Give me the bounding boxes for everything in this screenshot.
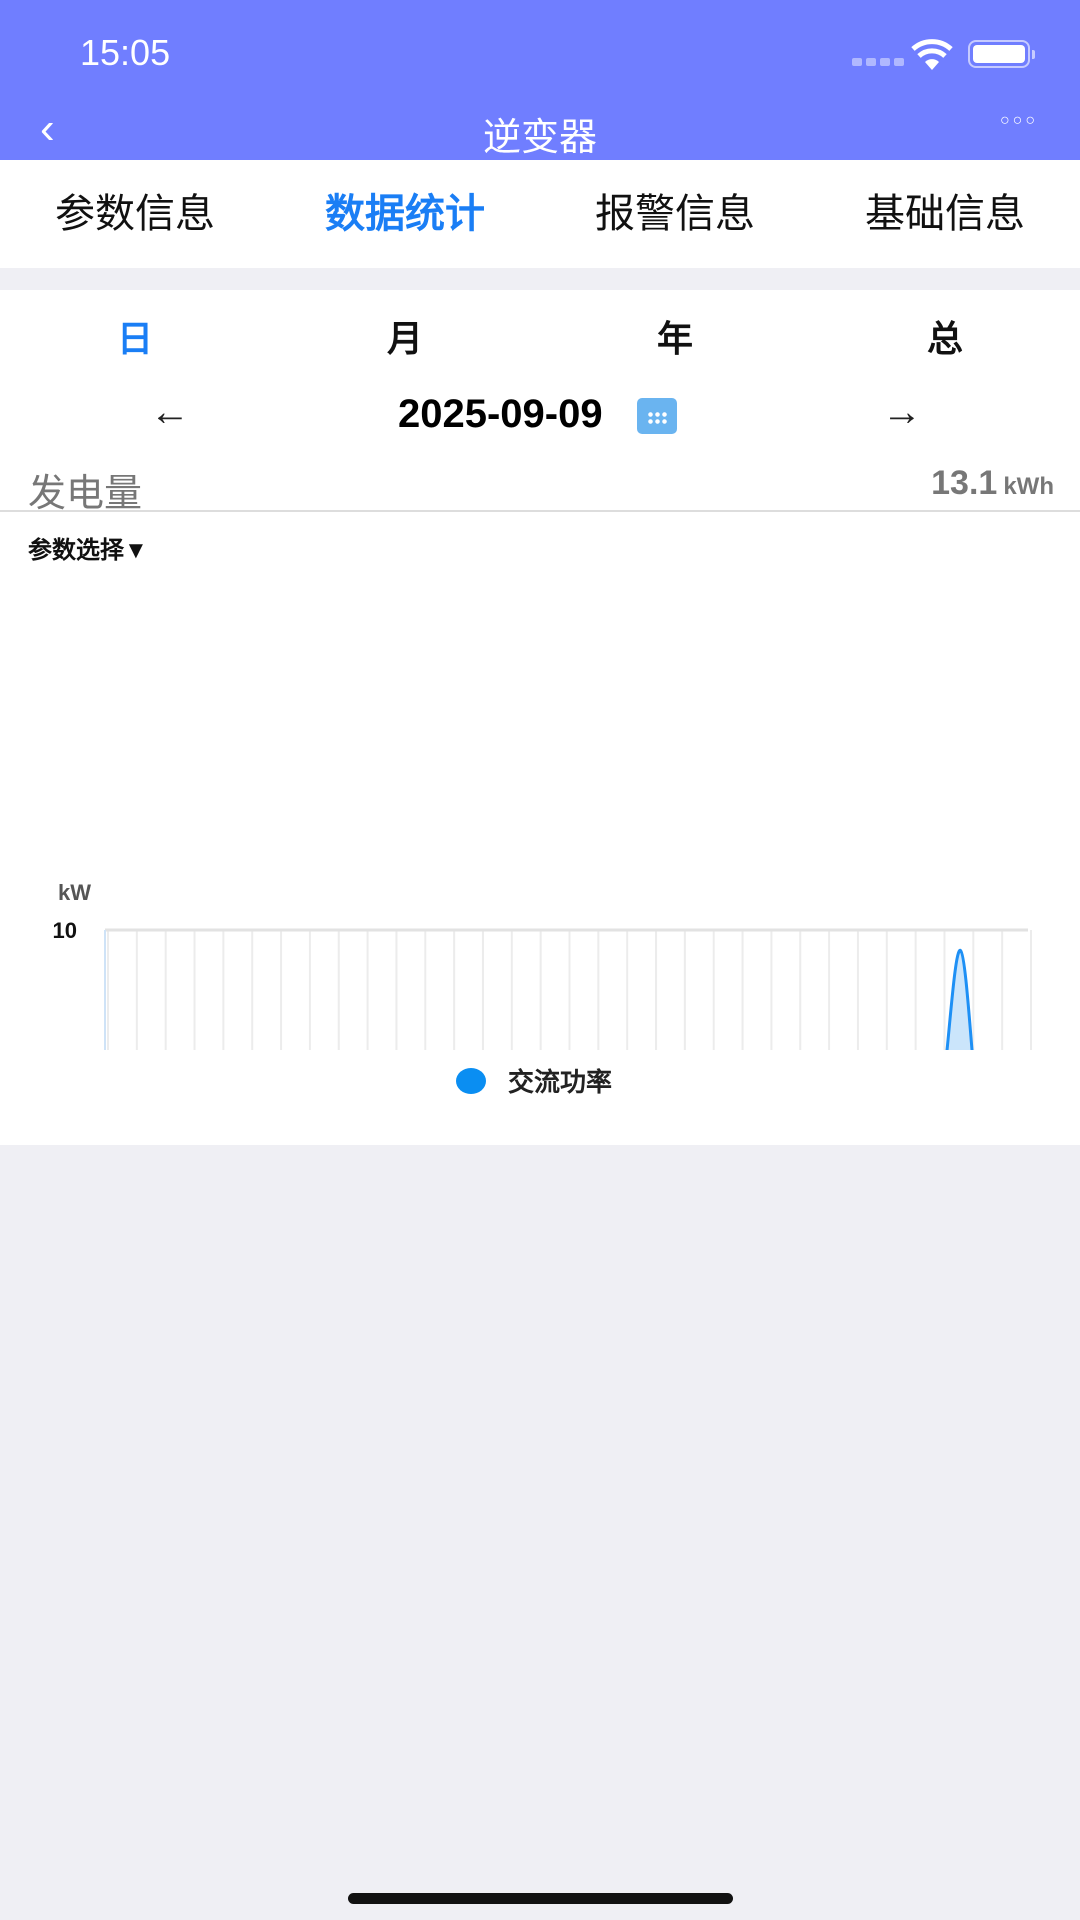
generation-value: 13.1 kWh [931, 464, 1054, 503]
period-total[interactable]: 总 [926, 318, 963, 359]
param-select-dropdown[interactable]: 参数选择▼ [28, 537, 148, 564]
y-tick-label: 10 [53, 918, 77, 943]
statistics-card: 日 月 年 总 ← 2025-09-09 → 发电量 13.1 kWh 参数选择▼… [0, 290, 1080, 1145]
date-display[interactable]: 2025-09-09 [398, 392, 603, 436]
period-month[interactable]: 月 [386, 318, 423, 359]
prev-date-button[interactable]: ← [150, 390, 190, 434]
generation-unit: kWh [1003, 473, 1054, 500]
period-year[interactable]: 年 [656, 318, 693, 359]
series-area [947, 950, 973, 1050]
battery-icon [968, 40, 1035, 68]
next-date-button[interactable]: → [882, 390, 922, 434]
tab-statistics[interactable]: 数据统计 [325, 192, 485, 236]
page-title: 逆变器 [482, 117, 597, 159]
generation-number: 13.1 [931, 464, 998, 502]
chart-legend[interactable]: 交流功率 [456, 1062, 612, 1099]
tab-basic-info[interactable]: 基础信息 [865, 192, 1025, 236]
chevron-left-icon[interactable]: ‹ [40, 104, 55, 153]
tab-alarms[interactable]: 报警信息 [595, 192, 755, 236]
generation-label: 发电量 [28, 473, 143, 515]
more-icon[interactable]: ○○○ [1000, 112, 1038, 129]
divider [0, 510, 1080, 512]
period-tabs: 日 月 年 总 [0, 310, 1080, 362]
home-indicator [348, 1893, 733, 1904]
header: 15:05 ‹ 逆变器 ○○○ [0, 0, 1080, 160]
cellular-signal-icon [852, 58, 904, 66]
tab-params[interactable]: 参数信息 [55, 192, 215, 236]
calendar-icon[interactable] [637, 398, 677, 434]
period-day[interactable]: 日 [116, 318, 153, 359]
wifi-icon [911, 39, 953, 70]
main-tabs: 参数信息 数据统计 报警信息 基础信息 [0, 160, 1080, 268]
series-line [945, 948, 974, 1050]
y-axis-label: kW [58, 880, 91, 905]
status-time: 15:05 [80, 32, 171, 73]
legend-label: 交流功率 [508, 1067, 613, 1097]
legend-dot [456, 1067, 486, 1094]
power-chart: 0510kW05:5107:0508:4109:5811:18 [53, 880, 1032, 1050]
